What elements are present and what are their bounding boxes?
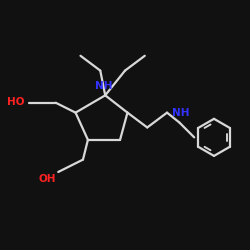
Text: OH: OH (38, 174, 56, 184)
Text: HO: HO (8, 96, 25, 106)
Text: NH: NH (172, 108, 190, 118)
Text: NH: NH (95, 81, 113, 91)
